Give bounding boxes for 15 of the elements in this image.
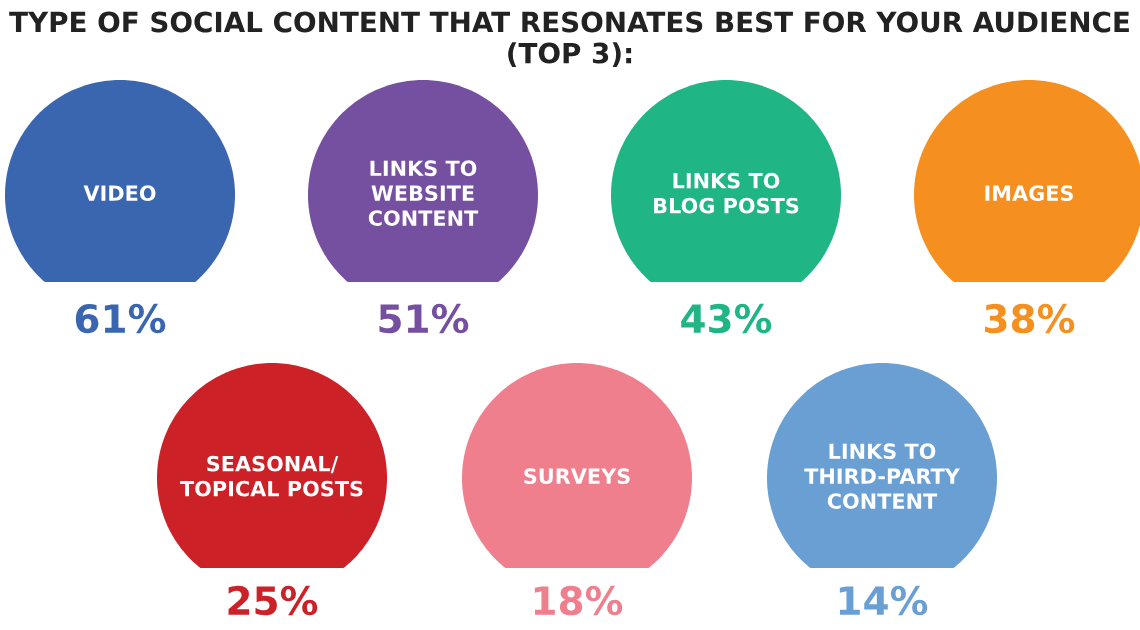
data-label: 14% [839,585,928,616]
data-label: 61% [75,303,166,334]
data-label: 43% [681,303,772,334]
category-label: LINKS TO WEBSITE CONTENT [368,160,479,226]
category-label: SURVEYS [524,468,630,485]
data-label: 51% [379,303,469,334]
category-label: IMAGES [985,185,1073,202]
data-label: 25% [228,585,318,616]
category-label: LINKS TO BLOG POSTS [654,172,799,214]
category-label: SEASONAL/ TOPICAL POSTS [180,455,363,497]
data-label: 38% [985,303,1075,334]
text: TYPE OF SOCIAL CONTENT THAT RESONATES BEST FOR YOUR AUDIENCE (TOP 3): [9,11,1129,67]
category-label: VIDEO [83,185,156,202]
category-label: LINKS TO THIRD-PARTY CONTENT [804,443,961,509]
data-label: 18% [534,585,623,616]
